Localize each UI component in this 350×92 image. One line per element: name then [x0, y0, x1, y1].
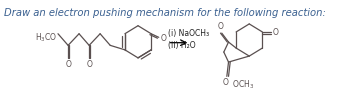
- Text: O: O: [65, 60, 71, 69]
- Text: H$_3$CO: H$_3$CO: [35, 32, 57, 44]
- Text: OCH$_3$: OCH$_3$: [232, 78, 254, 91]
- Text: O: O: [160, 34, 166, 43]
- Text: O: O: [222, 78, 228, 87]
- Text: O: O: [86, 60, 92, 69]
- Text: (i) NaOCH₃: (i) NaOCH₃: [168, 29, 210, 38]
- Text: O: O: [217, 22, 223, 31]
- Text: (ii) H₂O: (ii) H₂O: [168, 41, 196, 50]
- Text: Draw an electron pushing mechanism for the following reaction:: Draw an electron pushing mechanism for t…: [4, 8, 326, 18]
- Text: O: O: [273, 28, 278, 37]
